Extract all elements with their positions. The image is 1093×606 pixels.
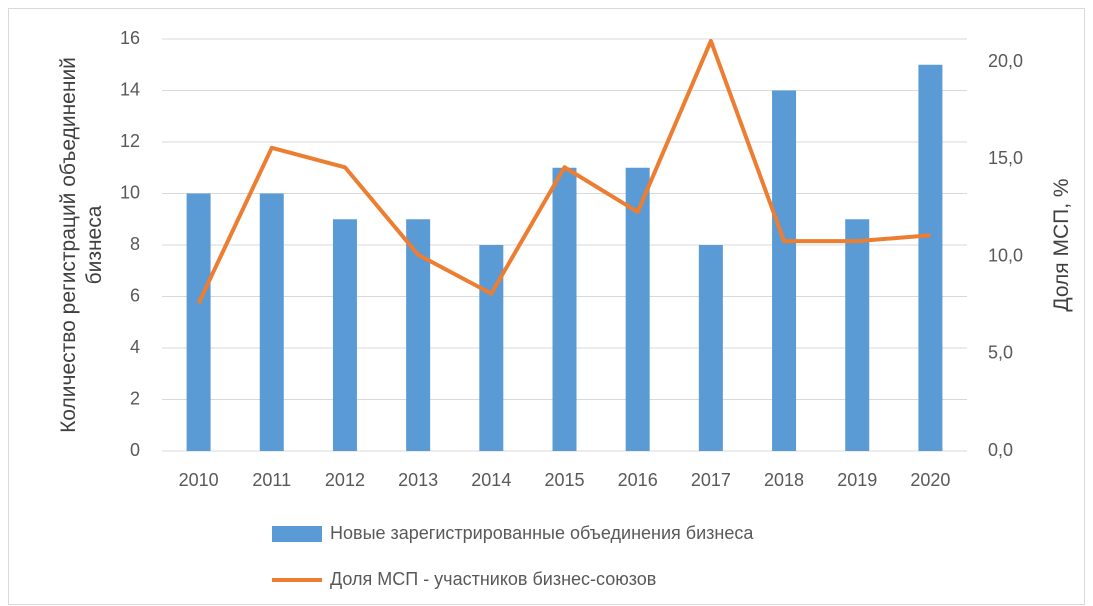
y-tick-label: 0 — [130, 440, 140, 460]
bar — [625, 167, 650, 451]
y-tick-label: 4 — [130, 337, 140, 357]
bar — [552, 167, 577, 451]
y2-tick-label: 5,0 — [988, 343, 1013, 363]
x-tick-label: 2015 — [544, 470, 584, 490]
x-tick-label: 2011 — [252, 470, 291, 490]
y-tick-label: 16 — [120, 28, 140, 48]
legend-label: Доля МСП - участников бизнес-союзов — [330, 569, 656, 589]
y2-tick-label: 20,0 — [988, 51, 1023, 71]
y-axis-label: Количество регистраций объединений бизне… — [57, 57, 106, 433]
x-tick-label: 2020 — [910, 470, 950, 490]
x-tick-label: 2019 — [837, 470, 877, 490]
y2-tick-label: 0,0 — [988, 440, 1013, 460]
line — [196, 38, 931, 305]
x-tick-label: 2018 — [764, 470, 804, 490]
y-tick-label: 14 — [120, 79, 140, 99]
bar — [332, 219, 357, 451]
y2-axis-label: Доля МСП, % — [1050, 178, 1073, 312]
legend-swatch — [272, 526, 322, 542]
chart-border — [8, 8, 1085, 605]
x-tick-label: 2016 — [618, 470, 658, 490]
y-tick-label: 8 — [130, 234, 140, 254]
legend-label: Новые зарегистрированные объединения биз… — [330, 523, 754, 543]
y-tick-label: 6 — [130, 285, 140, 305]
bar — [845, 219, 870, 451]
y-tick-label: 12 — [120, 131, 140, 151]
y2-tick-label: 10,0 — [988, 245, 1023, 265]
y-tick-label: 10 — [120, 182, 140, 202]
bar — [186, 193, 211, 451]
x-tick-label: 2014 — [471, 470, 511, 490]
bar — [772, 90, 797, 451]
x-tick-label: 2012 — [325, 470, 365, 490]
bar — [918, 64, 943, 451]
x-tick-label: 2013 — [398, 470, 438, 490]
bar — [259, 193, 284, 451]
x-tick-label: 2010 — [179, 470, 219, 490]
bar — [698, 245, 723, 451]
y2-tick-label: 15,0 — [988, 148, 1023, 168]
x-tick-label: 2017 — [691, 470, 731, 490]
y-tick-label: 2 — [130, 388, 140, 408]
